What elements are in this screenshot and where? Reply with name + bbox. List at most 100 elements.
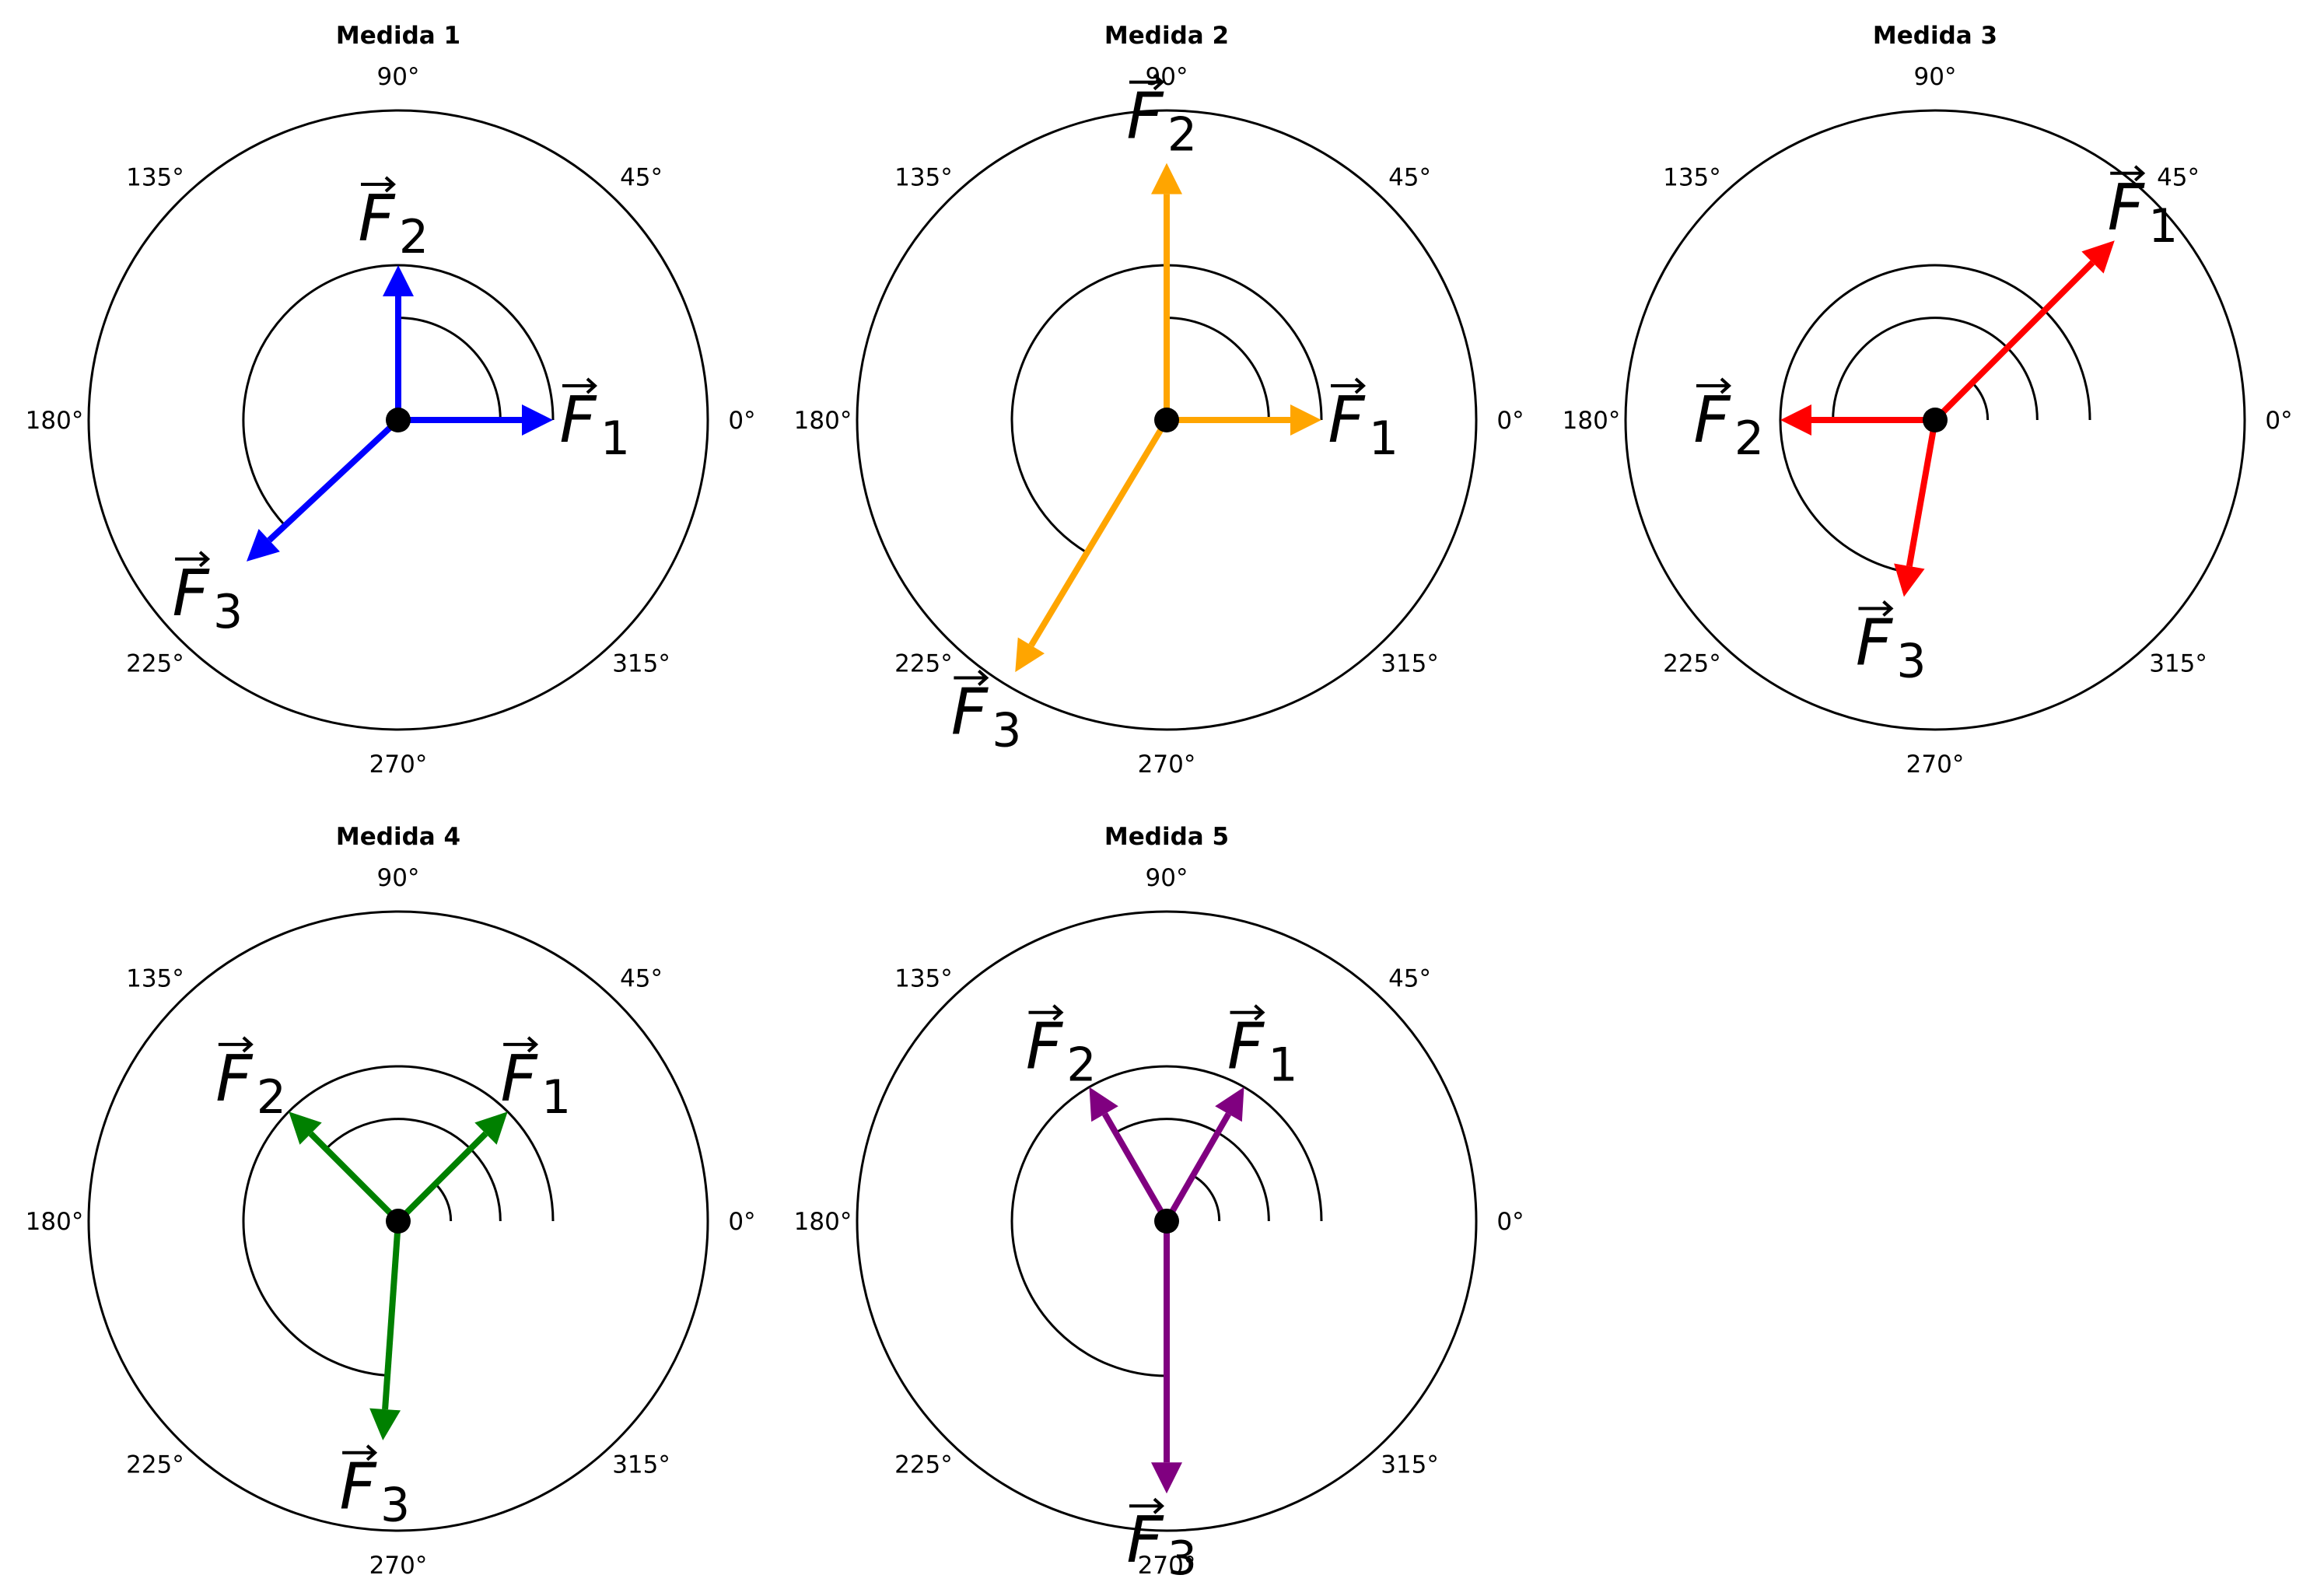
theta-tick-label: 90° [377, 63, 420, 91]
panel-title: Medida 4 [336, 823, 460, 851]
origin-dot [386, 1209, 411, 1234]
theta-tick-label: 90° [1146, 864, 1188, 892]
vector-symbol: F [1227, 1010, 1265, 1084]
vector-subscript: 1 [541, 1070, 571, 1125]
vector-symbol: F [340, 1451, 378, 1524]
angle-arc [1010, 264, 1323, 554]
vector-subscript: 3 [1896, 634, 1926, 688]
theta-tick-label: 0° [728, 407, 755, 435]
theta-tick-label: 315° [1381, 1451, 1439, 1479]
vector-arrowhead [1015, 637, 1045, 673]
theta-tick-label: 225° [894, 1451, 953, 1479]
theta-tick-label: 90° [1146, 63, 1188, 91]
angle-arc [397, 317, 502, 421]
angle-arc [1010, 1065, 1323, 1377]
theta-tick-label: 90° [377, 864, 420, 892]
vector-overarrow-head [384, 176, 396, 193]
vector-symbol: F [951, 676, 989, 750]
panel-1: Medida 10°45°90°135°180°225°270°315°F 1F 2… [26, 22, 756, 779]
theta-tick-label: 0° [1496, 407, 1524, 435]
panel-title: Medida 2 [1104, 22, 1229, 50]
angle-arc [242, 1065, 555, 1377]
panel-5: Medida 50°45°90°135°180°225°270°315°F 1F 2… [794, 823, 1524, 1586]
panel-title: Medida 1 [336, 22, 460, 50]
angle-arc [1192, 1174, 1221, 1222]
theta-tick-label: 270° [369, 1552, 428, 1580]
vector-subscript: 2 [1734, 411, 1764, 466]
theta-tick-label: 270° [1906, 751, 1965, 779]
theta-tick-label: 180° [26, 1208, 84, 1236]
vector-overarrow-head [1254, 1004, 1265, 1021]
vector-overarrow-head [1882, 600, 1894, 617]
vector-subscript: 1 [1369, 411, 1398, 466]
vector-overarrow-head [366, 1444, 378, 1461]
vector-overarrow-head [1052, 1004, 1064, 1021]
angle-arc [242, 264, 555, 527]
vector-symbol: F [2108, 171, 2146, 245]
theta-tick-label: 45° [620, 964, 663, 992]
vector-overarrow-head [198, 551, 211, 568]
theta-tick-label: 315° [612, 1451, 670, 1479]
vector-shaft [1933, 260, 2095, 422]
vector-subscript: 2 [1167, 108, 1197, 163]
theta-tick-label: 135° [894, 163, 953, 191]
theta-tick-label: 45° [2157, 163, 2200, 191]
vector-shaft [396, 1131, 488, 1223]
vector-overarrow-head [1720, 377, 1731, 394]
vector-subscript: 3 [213, 585, 243, 639]
polar-frame [87, 910, 709, 1532]
vector-symbol: F [1693, 383, 1731, 457]
vector-subscript: 1 [600, 411, 630, 466]
theta-tick-label: 315° [612, 650, 670, 678]
origin-dot [386, 408, 411, 432]
vector-symbol: F [559, 383, 597, 457]
theta-tick-label: 225° [126, 650, 184, 678]
vector-arrowhead [1215, 1087, 1244, 1122]
theta-tick-label: 135° [126, 964, 184, 992]
theta-tick-label: 180° [26, 407, 84, 435]
panel-title: Medida 5 [1104, 823, 1229, 851]
theta-tick-label: 45° [1388, 163, 1431, 191]
vector-symbol: F [1328, 383, 1366, 457]
angle-arc [1779, 264, 2091, 574]
vector-symbol: F [358, 182, 396, 256]
vector-shaft [267, 418, 401, 543]
vector-arrowhead [474, 1111, 508, 1145]
polar-frame [87, 109, 709, 731]
vector-subscript: 2 [1066, 1038, 1096, 1093]
vector-arrowhead [1089, 1087, 1118, 1122]
vector-symbol: F [215, 1042, 254, 1116]
vector-overarrow-head [586, 377, 597, 394]
vector-shaft [308, 1131, 401, 1223]
vector-arrowhead [522, 404, 553, 436]
theta-tick-label: 0° [728, 1208, 755, 1236]
theta-tick-label: 270° [369, 751, 428, 779]
vector-shaft [1102, 1112, 1170, 1223]
angle-arc [1166, 317, 1270, 421]
theta-tick-label: 270° [1138, 751, 1196, 779]
vector-arrowhead [289, 1111, 322, 1145]
theta-tick-label: 90° [1914, 63, 1957, 91]
vector-subscript: 1 [1268, 1038, 1297, 1093]
theta-tick-label: 0° [1496, 1208, 1524, 1236]
